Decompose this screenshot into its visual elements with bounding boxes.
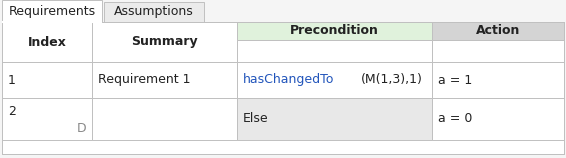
Bar [2, 0, 102, 22]
Text: 2: 2 [8, 105, 16, 118]
Text: D: D [76, 122, 86, 135]
Bar [92, 98, 237, 140]
Bar [2, 62, 92, 98]
Text: Assumptions: Assumptions [114, 6, 194, 18]
Bar [432, 22, 564, 40]
Bar [104, 2, 204, 22]
Text: Action: Action [476, 24, 520, 37]
Bar [237, 62, 432, 98]
Bar [237, 40, 432, 62]
Text: Index: Index [28, 36, 66, 49]
Text: Requirements: Requirements [8, 4, 96, 18]
Bar [2, 22, 564, 154]
Bar [432, 98, 564, 140]
Text: (M(1,3),1): (M(1,3),1) [361, 73, 423, 86]
Bar [92, 22, 237, 62]
Text: hasChangedTo: hasChangedTo [243, 73, 335, 86]
Bar [432, 62, 564, 98]
Text: 1: 1 [8, 73, 16, 86]
Text: Precondition: Precondition [290, 24, 379, 37]
Text: Requirement 1: Requirement 1 [98, 73, 191, 86]
Bar [432, 40, 564, 62]
Bar [2, 22, 92, 62]
Text: a = 0: a = 0 [438, 112, 473, 125]
Text: Summary: Summary [131, 36, 198, 49]
Bar [2, 22, 564, 154]
Bar [237, 22, 432, 40]
Text: a = 1: a = 1 [438, 73, 472, 86]
Bar [237, 98, 432, 140]
Bar [92, 62, 237, 98]
Bar [2, 98, 92, 140]
Text: Else: Else [243, 112, 269, 125]
